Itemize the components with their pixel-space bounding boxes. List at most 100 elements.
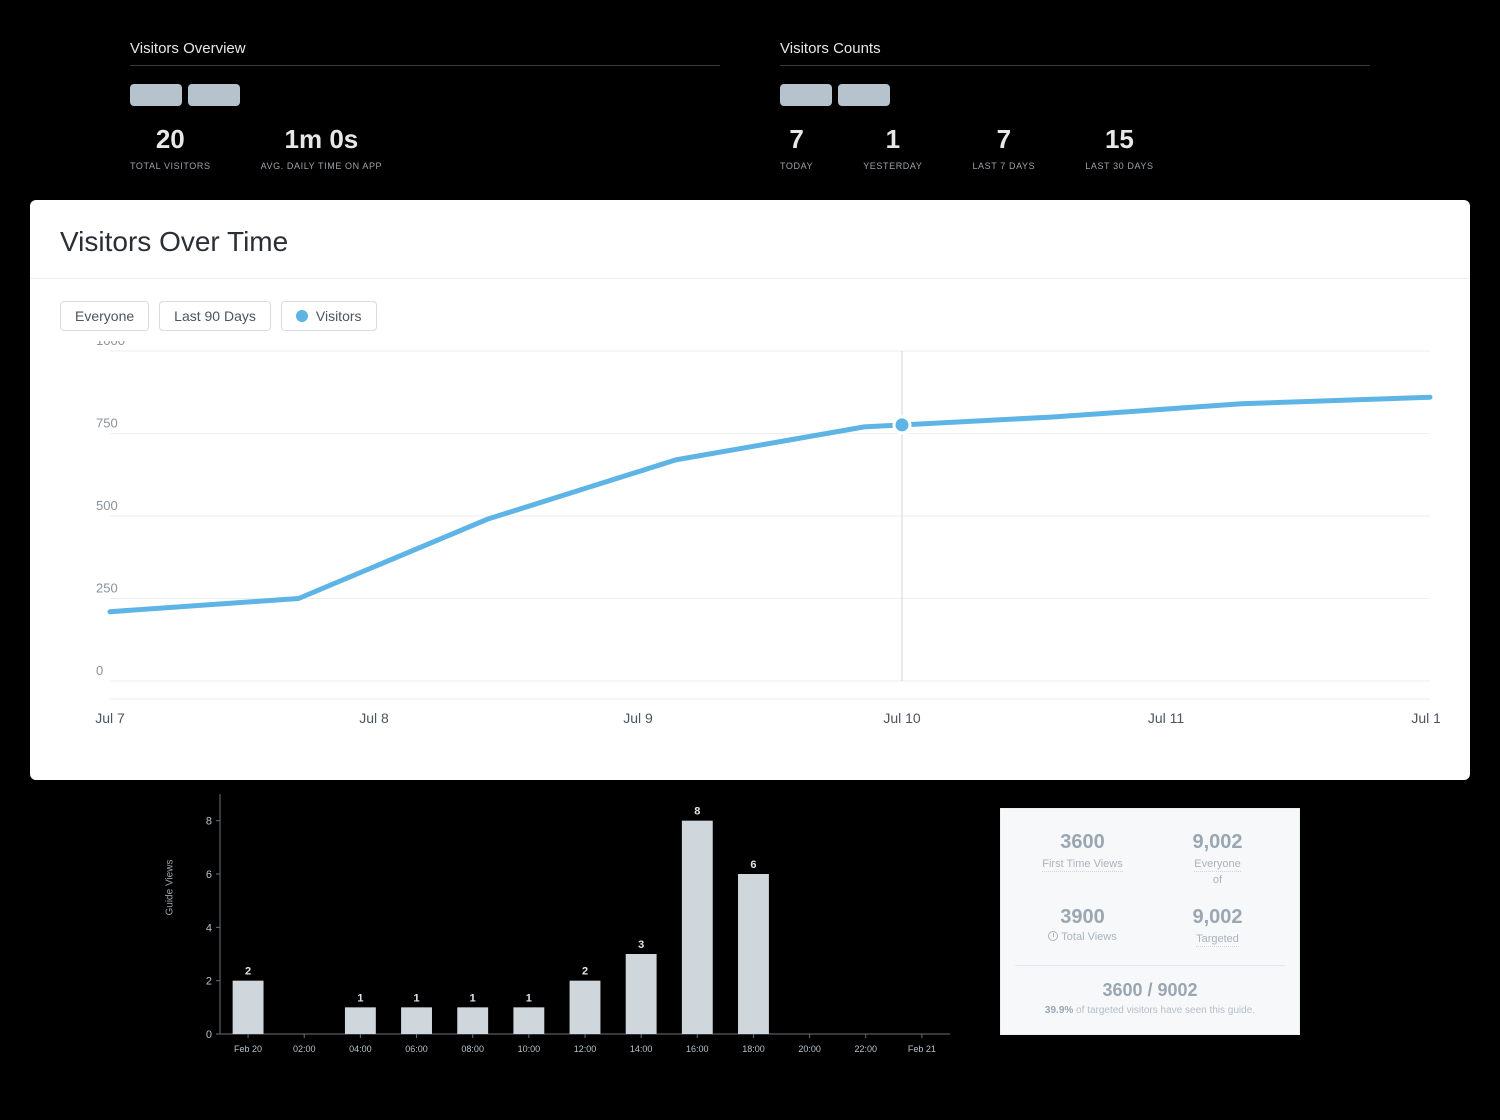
- stat-first-time-views: 3600 First Time Views: [1015, 821, 1150, 896]
- stats-divider: [1015, 965, 1285, 966]
- svg-text:20:00: 20:00: [798, 1044, 821, 1054]
- counts-metrics: 7 TODAY 1 YESTERDAY 7 LAST 7 DAYS 15 LAS…: [780, 124, 1370, 171]
- svg-text:6: 6: [750, 859, 756, 871]
- svg-text:8: 8: [206, 816, 212, 828]
- stats-grid: 3600 First Time Views 9,002 Everyone of …: [1015, 821, 1285, 957]
- metric-label: AVG. DAILY TIME ON APP: [261, 161, 383, 171]
- stat-value: 9,002: [1154, 831, 1281, 854]
- bar-chart-svg: 024682Feb 2002:00104:00106:00108:00110:0…: [180, 790, 960, 1070]
- svg-text:10:00: 10:00: [518, 1044, 541, 1054]
- line-chart-area: 02505007501000Jul 7Jul 8Jul 9Jul 10Jul 1…: [60, 341, 1440, 741]
- clock-icon: [1048, 931, 1058, 941]
- svg-text:Jul 7: Jul 7: [95, 710, 125, 726]
- metric-today: 7 TODAY: [780, 124, 813, 171]
- svg-text:4: 4: [206, 922, 212, 934]
- svg-text:Feb 20: Feb 20: [234, 1044, 262, 1054]
- metric-total-visitors: 20 TOTAL VISITORS: [130, 124, 211, 171]
- visitors-counts-card: Visitors Counts 7 TODAY 1 YESTERDAY 7 LA…: [780, 40, 1370, 171]
- overview-toggles: [130, 84, 720, 106]
- visitors-counts-title: Visitors Counts: [780, 40, 1370, 66]
- svg-text:500: 500: [96, 498, 118, 513]
- svg-text:12:00: 12:00: [574, 1044, 597, 1054]
- svg-text:2: 2: [582, 966, 588, 978]
- stat-value: 3900: [1019, 906, 1146, 929]
- visitors-overview-card: Visitors Overview 20 TOTAL VISITORS 1m 0…: [130, 40, 720, 171]
- line-chart-svg: 02505007501000Jul 7Jul 8Jul 9Jul 10Jul 1…: [60, 341, 1440, 741]
- svg-text:3: 3: [638, 939, 644, 951]
- svg-text:Jul 10: Jul 10: [883, 710, 921, 726]
- svg-text:0: 0: [206, 1029, 212, 1041]
- svg-text:06:00: 06:00: [405, 1044, 428, 1054]
- svg-text:16:00: 16:00: [686, 1044, 709, 1054]
- svg-text:18:00: 18:00: [742, 1044, 765, 1054]
- svg-text:750: 750: [96, 416, 118, 431]
- metric-value: 1m 0s: [285, 124, 359, 155]
- svg-text:1: 1: [357, 992, 363, 1004]
- stats-ratio: 3600 / 9002: [1015, 980, 1285, 1001]
- svg-text:2: 2: [206, 976, 212, 988]
- visitors-overview-title: Visitors Overview: [130, 40, 720, 66]
- metric-label: TODAY: [780, 161, 813, 171]
- stat-label: Everyone: [1194, 858, 1240, 872]
- summary-row: Visitors Overview 20 TOTAL VISITORS 1m 0…: [0, 0, 1500, 171]
- svg-text:1: 1: [526, 992, 532, 1004]
- svg-text:04:00: 04:00: [349, 1044, 372, 1054]
- svg-text:1: 1: [470, 992, 476, 1004]
- stat-value: 9,002: [1154, 906, 1281, 929]
- stat-value: 3600: [1019, 831, 1146, 854]
- metric-label: LAST 30 DAYS: [1085, 161, 1153, 171]
- svg-text:8: 8: [694, 806, 700, 818]
- stats-caption: 39.9% of targeted visitors have seen thi…: [1015, 1005, 1285, 1016]
- toggle-pill[interactable]: [130, 84, 182, 106]
- overview-metrics: 20 TOTAL VISITORS 1m 0s AVG. DAILY TIME …: [130, 124, 720, 171]
- chart-header: Visitors Over Time: [30, 200, 1470, 279]
- stat-everyone: 9,002 Everyone of: [1150, 821, 1285, 896]
- svg-text:02:00: 02:00: [293, 1044, 316, 1054]
- metric-value: 7: [789, 124, 803, 155]
- stat-label: Targeted: [1196, 933, 1239, 947]
- stats-caption-rest: of targeted visitors have seen this guid…: [1073, 1005, 1255, 1016]
- svg-text:Jul 12: Jul 12: [1411, 710, 1440, 726]
- stat-label: First Time Views: [1042, 858, 1122, 872]
- metric-label: LAST 7 DAYS: [972, 161, 1035, 171]
- stat-label-text: Total Views: [1061, 931, 1116, 943]
- svg-text:Jul 9: Jul 9: [623, 710, 653, 726]
- svg-text:2: 2: [245, 966, 251, 978]
- svg-text:Jul 11: Jul 11: [1148, 710, 1185, 726]
- svg-text:250: 250: [96, 581, 118, 596]
- metric-label: TOTAL VISITORS: [130, 161, 211, 171]
- svg-text:6: 6: [206, 869, 212, 881]
- toggle-pill[interactable]: [780, 84, 832, 106]
- metric-avg-time: 1m 0s AVG. DAILY TIME ON APP: [261, 124, 383, 171]
- metric-value: 20: [156, 124, 185, 155]
- metric-value: 1: [886, 124, 900, 155]
- metric-value: 7: [997, 124, 1011, 155]
- svg-text:0: 0: [96, 663, 103, 678]
- series-dot-icon: [296, 310, 308, 322]
- stats-percent: 39.9%: [1045, 1005, 1073, 1016]
- svg-text:Feb 21: Feb 21: [908, 1044, 936, 1054]
- filter-range[interactable]: Last 90 Days: [159, 301, 271, 331]
- metric-value: 15: [1105, 124, 1134, 155]
- filter-series[interactable]: Visitors: [281, 301, 377, 331]
- stat-of: of: [1154, 874, 1281, 886]
- metric-last7: 7 LAST 7 DAYS: [972, 124, 1035, 171]
- metric-label: YESTERDAY: [863, 161, 922, 171]
- metric-last30: 15 LAST 30 DAYS: [1085, 124, 1153, 171]
- svg-text:14:00: 14:00: [630, 1044, 653, 1054]
- stat-total-views: 3900 Total Views: [1015, 896, 1150, 957]
- guide-views-bar-chart: Guide Views 024682Feb 2002:00104:00106:0…: [180, 790, 960, 1070]
- stat-targeted: 9,002 Targeted: [1150, 896, 1285, 957]
- counts-toggles: [780, 84, 1370, 106]
- toggle-pill[interactable]: [838, 84, 890, 106]
- bar-y-axis-title: Guide Views: [165, 860, 176, 916]
- filter-segment[interactable]: Everyone: [60, 301, 149, 331]
- guide-stats-panel: 3600 First Time Views 9,002 Everyone of …: [1000, 808, 1300, 1035]
- visitors-over-time-card: Visitors Over Time Everyone Last 90 Days…: [30, 200, 1470, 780]
- chart-filters: Everyone Last 90 Days Visitors: [30, 279, 1470, 331]
- toggle-pill[interactable]: [188, 84, 240, 106]
- metric-yesterday: 1 YESTERDAY: [863, 124, 922, 171]
- chart-title: Visitors Over Time: [60, 226, 1440, 258]
- svg-text:08:00: 08:00: [461, 1044, 484, 1054]
- svg-text:Jul 8: Jul 8: [359, 710, 389, 726]
